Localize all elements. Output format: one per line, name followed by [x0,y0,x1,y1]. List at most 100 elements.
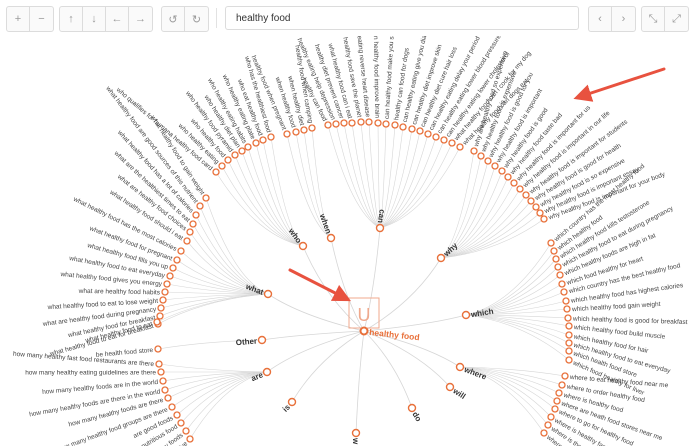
leaf-node-dot[interactable] [527,197,535,205]
leaf-node-dot[interactable] [553,397,561,405]
collapse-button[interactable]: ⤡ [642,7,665,31]
leaf-node-dot[interactable] [382,120,390,128]
leaf-node-dot[interactable] [510,179,518,187]
leaf-node-dot[interactable] [563,305,571,313]
leaf-node-dot[interactable] [432,133,440,141]
leaf-node-dot[interactable] [244,143,252,151]
center-node[interactable]: U healthy food [348,297,420,342]
leaf-node-dot[interactable] [238,147,246,155]
branch-node-dot[interactable] [436,253,446,263]
leaf-node-dot[interactable] [477,152,485,160]
leaf-node-dot[interactable] [186,435,194,443]
leaf-node-dot[interactable] [324,121,332,129]
leaf-node-dot[interactable] [550,247,558,255]
search-input[interactable] [225,6,579,30]
leaf-node-dot[interactable] [554,263,562,271]
leaf-node-dot[interactable] [416,127,424,135]
zoom-out-button[interactable]: − [30,7,53,31]
branch-node-which[interactable]: which [461,307,495,320]
leaf-node-dot[interactable] [408,125,416,133]
branch-node-why[interactable]: why [436,241,460,263]
move-right-button[interactable]: → [129,7,152,31]
leaf-node-dot[interactable] [224,156,232,164]
leaf-node-dot[interactable] [561,372,569,380]
branch-node-will[interactable]: will [445,382,468,401]
leaf-node-dot[interactable] [192,211,200,219]
branch-node-dot[interactable] [445,382,455,392]
leaf-node-dot[interactable] [332,120,340,128]
move-up-button[interactable]: ↑ [60,7,83,31]
leaf-node-dot[interactable] [536,209,544,217]
move-down-button[interactable]: ↓ [83,7,106,31]
leaf-node-dot[interactable] [456,143,464,151]
leaf-node-dot[interactable] [186,228,194,236]
branch-node-is[interactable]: is [281,397,297,414]
expand-button[interactable]: ⤢ [665,7,688,31]
leaf-node-dot[interactable] [564,314,572,322]
leaf-node-dot[interactable] [440,136,448,144]
leaf-node-dot[interactable] [283,130,291,138]
branch-node-dot[interactable] [262,367,272,377]
branch-node-dot[interactable] [263,289,273,299]
leaf-node-dot[interactable] [540,429,548,437]
leaf-node-dot[interactable] [168,403,176,411]
leaf-node-dot[interactable] [173,411,181,419]
branch-node-dot[interactable] [407,403,417,413]
leaf-node-dot[interactable] [448,139,456,147]
leaf-node-dot[interactable] [159,377,167,385]
branch-node-are[interactable]: are [250,367,272,384]
leaf-node-dot[interactable] [173,256,181,264]
leaf-node-dot[interactable] [565,331,573,339]
leaf-node-dot[interactable] [155,360,163,368]
leaf-node[interactable]: can healthy food improve brain [372,36,382,127]
leaf-node-dot[interactable] [540,215,548,223]
leaf-node-dot[interactable] [532,203,540,211]
branch-node-where[interactable]: where [455,362,489,382]
leaf-node-dot[interactable] [218,162,226,170]
branch-node-dot[interactable] [461,310,471,320]
center-node-dot[interactable] [359,326,369,336]
leaf-node-dot[interactable] [177,419,185,427]
leaf-node-dot[interactable] [391,121,399,129]
leaf-node-dot[interactable] [547,239,555,247]
leaf-node-dot[interactable] [157,368,165,376]
leaf-node-dot[interactable] [551,405,559,413]
leaf-node-dot[interactable] [565,347,573,355]
leaf-node-dot[interactable] [560,288,568,296]
leaf-node-dot[interactable] [161,288,169,296]
branch-node-dot[interactable] [455,362,465,372]
branch-node-do[interactable]: do [407,403,424,424]
leaf-node-dot[interactable] [156,312,164,320]
branch-node-can[interactable]: can [375,209,387,233]
leaf-node-dot[interactable] [308,124,316,132]
leaf-node-dot[interactable] [212,168,220,176]
leaf-node-dot[interactable] [259,136,267,144]
leaf-node-dot[interactable] [516,185,524,193]
leaf-node-dot[interactable] [562,297,570,305]
branch-node-w[interactable]: w [351,428,361,446]
leaf-node-dot[interactable] [484,157,492,165]
leaf-node-dot[interactable] [196,202,204,210]
branch-node-other[interactable]: Other [235,335,267,347]
leaf-node[interactable]: be health food store [96,345,162,359]
leaf-node-dot[interactable] [491,162,499,170]
leaf-node-dot[interactable] [555,389,563,397]
leaf-node-dot[interactable] [231,151,239,159]
leaf-node-dot[interactable] [547,413,555,421]
leaf-node-dot[interactable] [522,191,530,199]
branch-node-dot[interactable] [298,241,308,251]
leaf-node-dot[interactable] [183,237,191,245]
zoom-in-button[interactable]: + [7,7,30,31]
branch-node-dot[interactable] [257,335,267,345]
redo-button[interactable]: ↻ [185,7,208,31]
leaf-node-dot[interactable] [424,130,432,138]
leaf-node-dot[interactable] [267,133,275,141]
leaf-node[interactable]: what are healthy food habits [78,288,169,297]
leaf-node-dot[interactable] [177,247,185,255]
leaf-node-dot[interactable] [340,119,348,127]
leaf-node-dot[interactable] [565,322,573,330]
leaf-node-dot[interactable] [470,147,478,155]
leaf-node-dot[interactable] [498,167,506,175]
leaf-node-dot[interactable] [169,264,177,272]
